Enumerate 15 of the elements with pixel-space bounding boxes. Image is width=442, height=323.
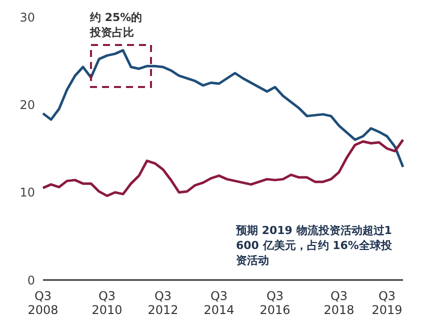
y-tick-label: 10	[20, 186, 35, 200]
x-tick-label: Q3 2012	[148, 289, 178, 317]
annotation: 预期 2019 物流投资活动超过1600 亿美元，占约 16%全球投资活动	[236, 223, 393, 268]
x-tick-label: Q3 2016	[260, 289, 290, 317]
x-tick-label: Q3 2008	[28, 289, 58, 317]
y-tick-label: 0	[27, 273, 35, 288]
x-tick-label: Q3 2019	[372, 289, 402, 317]
x-tick-label: Q3 2018	[324, 289, 354, 317]
x-tick-label: Q3 2010	[92, 289, 122, 317]
y-tick-label: 20	[20, 98, 35, 112]
x-tick-label: Q3 2014	[204, 289, 234, 317]
line-series	[42, 138, 404, 198]
y-tick-label: 30	[20, 10, 35, 24]
line-series	[42, 49, 404, 168]
annotation: 约 25%的投资占比	[90, 10, 144, 40]
